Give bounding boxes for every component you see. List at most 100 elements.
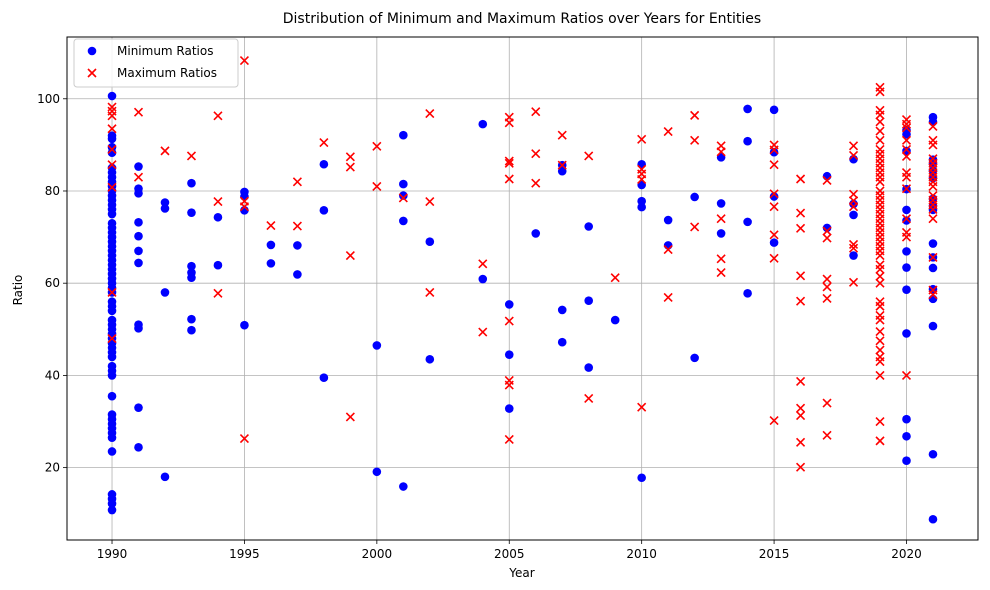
max-ratio-point xyxy=(531,107,541,117)
max-ratio-point xyxy=(425,108,435,119)
min-ratio-point xyxy=(743,217,752,227)
min-ratio-point xyxy=(928,449,938,459)
max-ratio-point xyxy=(848,141,859,151)
min-ratio-point xyxy=(716,153,726,162)
max-ratio-point xyxy=(796,376,806,386)
max-ratio-point xyxy=(610,273,620,283)
y-tick-label: 100 xyxy=(37,92,60,106)
max-ratio-point xyxy=(875,271,885,281)
min-ratio-point xyxy=(637,196,646,206)
max-ratio-point xyxy=(716,214,726,224)
max-ratio-point xyxy=(901,151,912,161)
min-ratio-point xyxy=(902,456,911,466)
min-ratio-point xyxy=(637,473,646,483)
max-ratio-point xyxy=(663,292,673,303)
min-ratio-point xyxy=(372,341,382,350)
max-ratio-point xyxy=(133,172,144,182)
max-ratio-point xyxy=(796,296,806,306)
max-ratio-point xyxy=(822,226,832,236)
max-ratio-point xyxy=(319,138,329,148)
min-ratio-point xyxy=(160,204,170,213)
max-ratio-point xyxy=(504,174,514,184)
max-ratio-point xyxy=(425,197,435,207)
min-ratio-point xyxy=(928,321,938,331)
x-tick-label: 1990 xyxy=(97,547,128,561)
max-ratio-point xyxy=(822,233,832,243)
max-ratio-point xyxy=(504,118,514,128)
y-tick-label: 80 xyxy=(45,184,60,198)
max-ratio-point xyxy=(901,214,912,224)
min-ratio-point xyxy=(637,202,646,212)
max-ratio-point xyxy=(901,135,912,145)
max-ratio-point xyxy=(769,189,779,199)
max-ratio-point xyxy=(769,160,779,170)
max-ratio-point xyxy=(292,177,302,187)
min-ratio-point xyxy=(134,188,143,198)
min-ratio-point xyxy=(240,192,249,201)
max-ratio-point xyxy=(160,146,170,156)
x-tick-label: 2015 xyxy=(759,547,790,561)
min-ratio-point xyxy=(557,305,567,315)
max-ratio-point xyxy=(875,278,885,288)
max-ratio-point xyxy=(901,144,912,155)
min-ratio-point xyxy=(902,431,911,441)
max-ratio-point xyxy=(107,111,117,121)
max-ratio-point xyxy=(822,398,832,408)
max-ratio-point xyxy=(716,254,726,264)
x-tick-label: 2020 xyxy=(891,547,922,561)
max-ratio-point xyxy=(769,202,779,212)
min-ratio-point xyxy=(743,289,752,298)
min-ratio-point xyxy=(107,306,117,316)
min-ratio-point xyxy=(928,294,938,304)
min-ratio-point xyxy=(107,433,117,442)
max-ratio-point xyxy=(637,402,647,412)
max-ratio-point xyxy=(531,149,541,159)
max-ratio-point xyxy=(133,107,144,117)
max-ratio-point xyxy=(504,158,514,168)
max-ratio-point xyxy=(663,244,673,255)
min-ratio-point xyxy=(902,263,911,272)
max-ratio-point xyxy=(584,393,594,404)
min-ratio-point xyxy=(849,251,858,260)
max-ratio-point xyxy=(796,223,806,233)
min-ratio-point xyxy=(319,206,329,215)
x-tick-label: 1995 xyxy=(229,547,260,561)
min-ratio-point xyxy=(134,218,143,227)
min-ratio-point xyxy=(107,134,117,144)
maximum-ratios-series xyxy=(107,55,938,472)
min-ratio-point xyxy=(928,263,938,273)
min-ratio-point xyxy=(425,237,435,247)
min-ratio-point xyxy=(266,240,276,250)
min-ratio-point xyxy=(928,166,938,176)
y-axis-label: Ratio xyxy=(11,275,25,306)
min-ratio-point xyxy=(690,353,699,363)
max-ratio-point xyxy=(239,434,249,444)
max-ratio-point xyxy=(186,151,197,161)
min-ratio-point xyxy=(902,414,911,424)
min-ratio-point xyxy=(849,210,858,220)
min-ratio-point xyxy=(478,119,488,129)
min-ratio-point xyxy=(134,162,143,171)
max-ratio-point xyxy=(928,140,938,150)
min-ratio-point xyxy=(213,212,223,222)
max-ratio-point xyxy=(875,315,885,325)
max-ratio-point xyxy=(239,202,249,212)
min-ratio-point xyxy=(107,505,117,515)
x-tick-label: 2000 xyxy=(362,547,393,561)
min-ratio-point xyxy=(584,222,594,231)
max-ratio-point xyxy=(690,110,700,120)
min-ratio-point xyxy=(584,296,594,306)
x-axis-label: Year xyxy=(508,566,534,580)
max-ratio-point xyxy=(901,119,912,129)
min-ratio-point xyxy=(902,129,911,139)
max-ratio-point xyxy=(875,87,885,97)
max-ratio-point xyxy=(822,274,832,284)
max-ratio-point xyxy=(107,182,117,192)
min-ratio-point xyxy=(372,467,382,477)
max-ratio-point xyxy=(372,181,382,191)
max-ratio-point xyxy=(239,55,249,66)
min-ratio-point xyxy=(663,241,673,250)
max-ratio-point xyxy=(796,410,806,421)
min-ratio-point xyxy=(293,241,302,250)
